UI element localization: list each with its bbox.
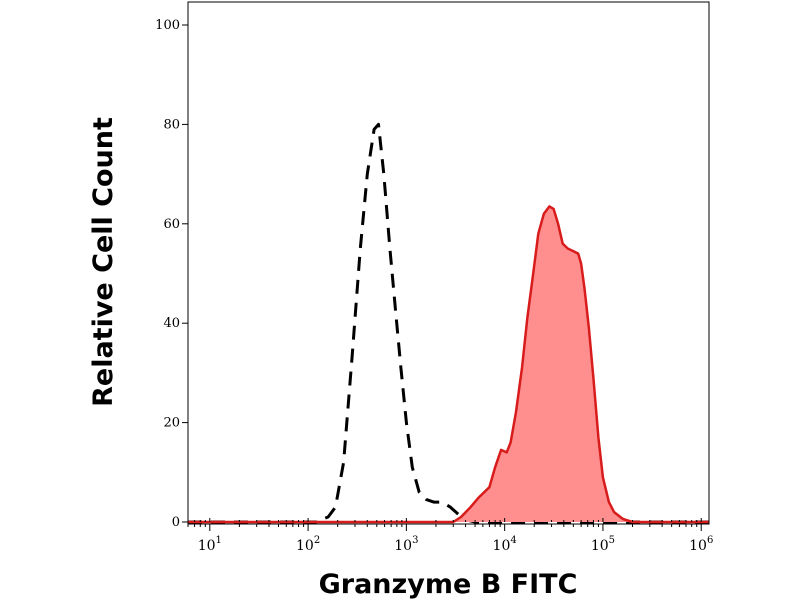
x-tick-label: 104: [493, 535, 517, 554]
series-fill-1: [188, 206, 709, 522]
y-tick-label: 20: [163, 416, 180, 431]
x-tick-label: 106: [689, 535, 713, 554]
x-axis: 101 102 103 104 105 106: [187, 518, 713, 554]
y-tick-label: 40: [163, 316, 180, 331]
x-tick-label: 103: [394, 535, 418, 554]
x-tick-label: 102: [296, 535, 320, 554]
y-tick-label: 80: [163, 117, 180, 132]
y-axis: 0 20 40 60 80 100: [155, 18, 188, 530]
plot-frame: [187, 1, 710, 525]
plot-area: 0 20 40 60 80 100 101 102 103 104 105 106: [155, 1, 713, 554]
series-line-1: [188, 205, 709, 524]
y-axis-title: Relative Cell Count: [88, 117, 119, 407]
x-axis-title: Granzyme B FITC: [319, 569, 578, 600]
x-tick-label: 105: [591, 535, 615, 554]
y-tick-label: 60: [163, 217, 180, 232]
y-tick-label: 100: [155, 18, 180, 33]
x-tick-label: 101: [198, 535, 222, 554]
y-tick-label: 0: [172, 515, 180, 530]
